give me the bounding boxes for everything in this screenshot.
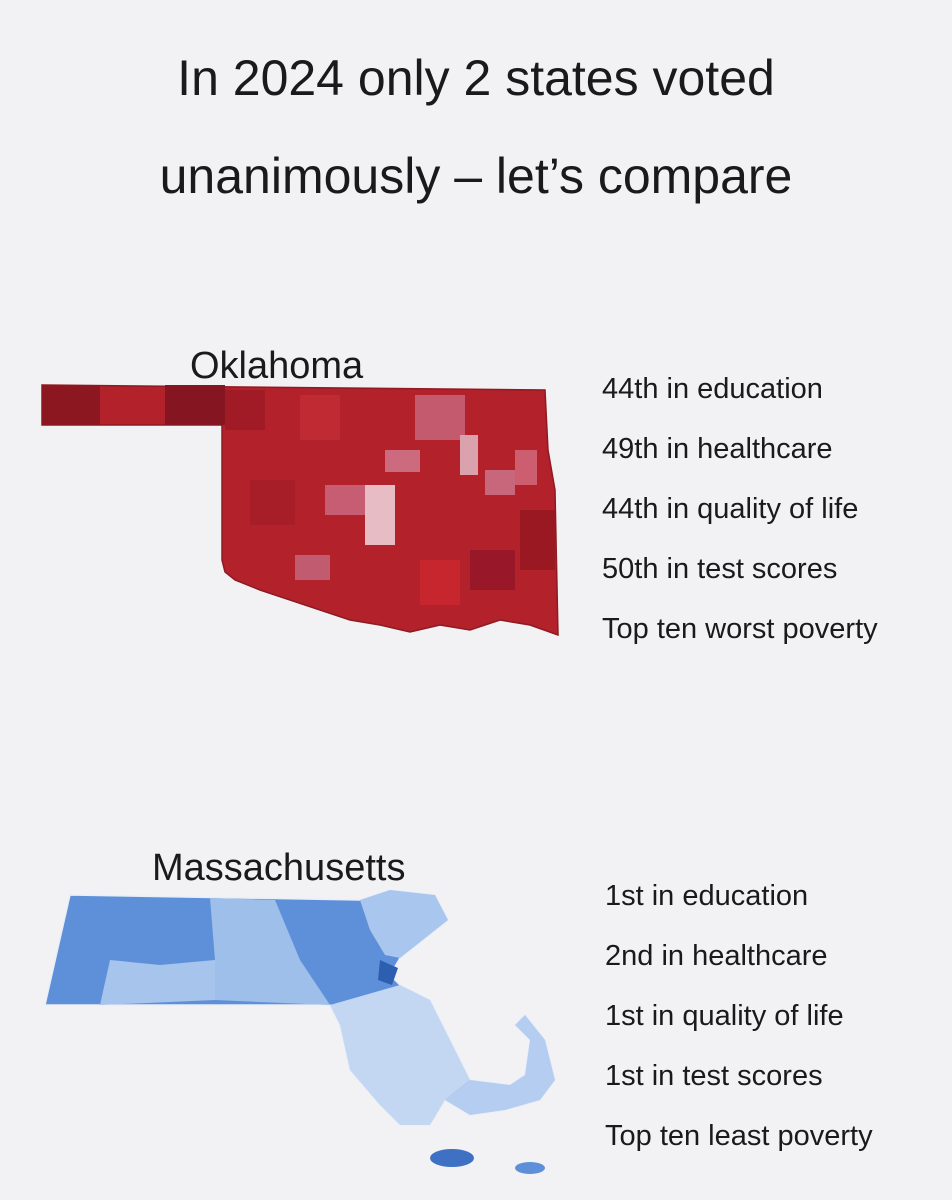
title-line: In 2024 only 2 states voted [177, 50, 775, 106]
county [415, 395, 465, 440]
island [430, 1149, 474, 1167]
oklahoma-map [41, 384, 559, 637]
county [485, 470, 515, 495]
state-stat: 1st in education [605, 880, 808, 912]
state-stat: 2nd in healthcare [605, 940, 828, 972]
county [360, 890, 448, 958]
county [470, 550, 515, 590]
county [378, 960, 398, 985]
state-stat: 1st in quality of life [605, 1000, 844, 1032]
state-name: Oklahoma [190, 345, 364, 387]
county [520, 510, 555, 570]
county [250, 480, 295, 525]
state-stat: Top ten worst poverty [602, 613, 878, 645]
county [225, 390, 265, 430]
county [515, 450, 537, 485]
state-stat: 49th in healthcare [602, 433, 833, 465]
county [100, 960, 215, 1005]
state-stat: 50th in test scores [602, 553, 837, 585]
county [210, 898, 330, 1005]
county [330, 985, 470, 1125]
island [515, 1162, 545, 1174]
county [385, 450, 420, 472]
texts: In 2024 only 2 states voted unanimously –… [152, 50, 878, 1152]
county [165, 385, 225, 425]
county [295, 555, 330, 580]
state-stat: 1st in test scores [605, 1060, 823, 1092]
county [460, 435, 478, 475]
county [365, 485, 395, 545]
state-stat: 44th in quality of life [602, 493, 858, 525]
county [300, 395, 340, 440]
county [420, 560, 460, 605]
state-name: Massachusetts [152, 847, 405, 889]
county [42, 385, 100, 425]
county [325, 485, 365, 515]
state-stat: Top ten least poverty [605, 1120, 873, 1152]
massachusetts-map [44, 889, 556, 1174]
state-stat: 44th in education [602, 373, 823, 405]
county [445, 1015, 555, 1115]
title-line: unanimously – let’s compare [160, 148, 793, 204]
